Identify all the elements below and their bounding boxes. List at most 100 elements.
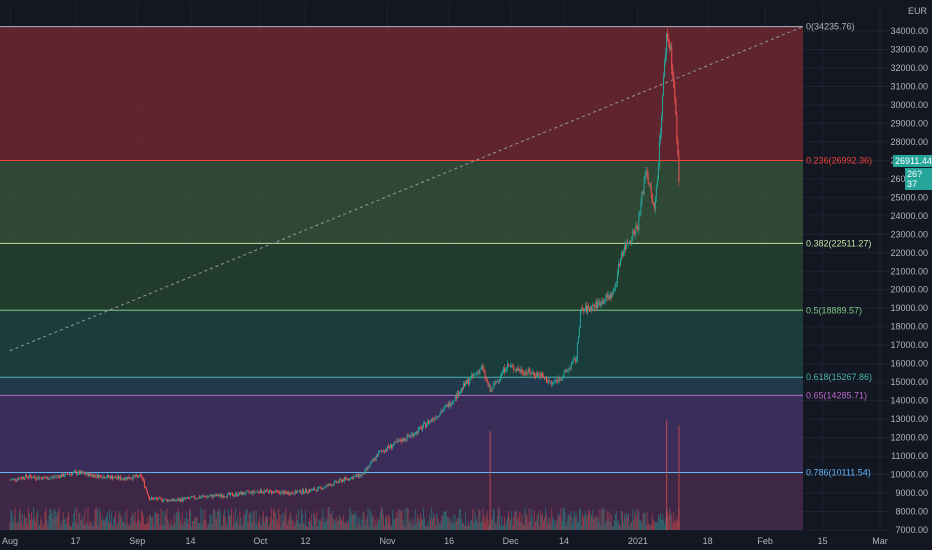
volume-bar <box>592 509 594 530</box>
volume-bar <box>598 521 600 530</box>
trend-line[interactable] <box>9 26 804 352</box>
volume-bar <box>93 520 95 530</box>
volume-bar <box>105 516 107 530</box>
candle-body <box>185 498 187 499</box>
volume-bar <box>9 522 11 530</box>
candle-body <box>506 368 508 371</box>
candle-body <box>24 474 26 479</box>
volume-bar <box>556 521 558 530</box>
candle-body <box>74 471 76 473</box>
candle-body <box>364 469 366 475</box>
volume-bar <box>603 507 605 530</box>
volume-bar <box>615 511 617 530</box>
candle-body <box>602 300 604 304</box>
candle-body <box>81 471 83 474</box>
volume-bar <box>37 510 39 530</box>
candle-body <box>672 68 674 75</box>
candle-body <box>42 476 44 480</box>
candle-body <box>84 473 86 475</box>
volume-bar <box>380 507 382 530</box>
candle-body <box>228 493 230 494</box>
candle-body <box>293 493 295 495</box>
volume-bar <box>113 517 115 530</box>
candle-body <box>452 401 454 403</box>
volume-bar <box>22 525 24 530</box>
volume-bar <box>305 525 307 530</box>
candle-body <box>566 371 568 372</box>
candle-body <box>663 76 665 96</box>
volume-bar <box>427 522 429 530</box>
volume-bar <box>87 507 89 530</box>
volume-bar <box>656 523 658 530</box>
candle-body <box>31 476 33 479</box>
volume-bar <box>611 526 613 530</box>
volume-bar <box>448 517 450 530</box>
volume-bar <box>465 512 467 530</box>
volume-bar <box>537 512 539 530</box>
volume-bar <box>531 516 533 530</box>
candle-body <box>343 477 345 482</box>
volume-bar <box>407 508 409 530</box>
volume-bar <box>39 524 41 530</box>
candle-body <box>507 363 509 369</box>
candle-body <box>654 197 656 210</box>
candle-body <box>575 359 577 362</box>
volume-bar <box>450 519 452 530</box>
volume-bar <box>84 508 86 530</box>
volume-bar <box>597 516 599 530</box>
volume-bar <box>572 516 574 530</box>
candle-body <box>653 204 655 210</box>
volume-bar <box>156 512 158 530</box>
candle-body <box>373 458 375 461</box>
candle-body <box>54 476 56 478</box>
candle-body <box>129 478 131 480</box>
fib-label-0: 0(34235.76) <box>806 22 855 32</box>
candle-body <box>554 381 556 383</box>
candle-body <box>498 379 500 382</box>
volume-bar <box>318 519 320 530</box>
volume-bar <box>213 508 215 530</box>
volume-bar <box>434 515 436 530</box>
candle-body <box>117 475 119 479</box>
candle-body <box>415 431 417 435</box>
volume-bar <box>327 507 329 530</box>
candle-body <box>522 372 524 374</box>
volume-bar <box>229 515 231 530</box>
volume-bar <box>34 517 36 530</box>
candle-body <box>46 477 48 479</box>
candle-body <box>514 369 516 371</box>
volume-bar <box>423 517 425 530</box>
volume-bar <box>316 511 318 530</box>
volume-bar <box>657 514 659 530</box>
volume-bar <box>457 517 459 530</box>
volume-bar <box>642 513 644 530</box>
candle-body <box>45 478 47 479</box>
volume-bar <box>397 517 399 530</box>
volume-bar <box>319 520 321 530</box>
fibonacci-retracement[interactable]: 0(34235.76) 0.236(26992.36) 0.382(22511.27… <box>0 22 872 530</box>
candle-body <box>624 245 626 252</box>
candle-body <box>126 477 128 480</box>
volume-bar <box>482 507 484 530</box>
candle-body <box>480 369 482 370</box>
time-axis[interactable]: Aug 17 Sep 14 Oct 12 Nov 16 Dec 14 2021 18 Feb 15 Mar <box>2 536 888 546</box>
volume-bar <box>44 511 46 530</box>
volume-bar <box>559 515 561 530</box>
volume-bar <box>90 522 92 530</box>
candle-body <box>248 491 250 493</box>
candle-body <box>295 490 297 494</box>
volume-bar <box>540 515 542 530</box>
volume-bar <box>558 512 560 530</box>
candle-body <box>572 359 574 362</box>
price-axis[interactable]: 34000.00 33000.00 32000.00 31000.00 30000.00… <box>890 26 928 535</box>
candle-body <box>132 475 134 480</box>
candle-body <box>143 480 145 487</box>
volume-bar <box>284 516 286 530</box>
volume-bar <box>159 525 161 530</box>
volume-bar <box>317 526 319 530</box>
candle-body <box>628 242 630 244</box>
volume-bar <box>75 522 77 530</box>
candle-body <box>376 455 378 457</box>
candle-body <box>11 479 13 481</box>
